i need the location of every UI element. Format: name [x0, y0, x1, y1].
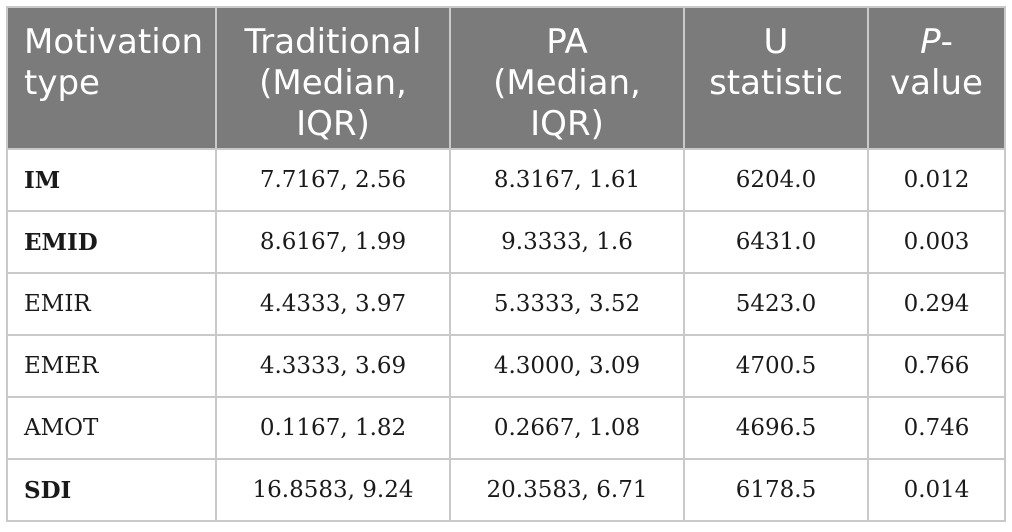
header-line: value: [890, 63, 983, 103]
cell-u-statistic: 4696.5: [683, 396, 869, 460]
header-p-value: P- value: [867, 6, 1006, 150]
table-row: AMOT 0.1167, 1.82 0.2667, 1.08 4696.5 0.746: [6, 396, 1006, 460]
header-line: U: [763, 22, 789, 62]
table-row: EMID 8.6167, 1.99 9.3333, 1.6 6431.0 0.003: [6, 210, 1006, 274]
cell-pa: 8.3167, 1.61: [449, 148, 685, 212]
header-line: (Median,: [259, 63, 407, 103]
cell-p-value: 0.012: [867, 148, 1006, 212]
cell-p-value: 0.014: [867, 458, 1006, 522]
header-line: type: [24, 63, 100, 103]
cell-motivation-type: EMID: [6, 210, 217, 274]
cell-p-value: 0.294: [867, 272, 1006, 336]
cell-pa: 0.2667, 1.08: [449, 396, 685, 460]
header-row: Motivation type Traditional (Median, IQR…: [6, 6, 1006, 150]
header-line: IQR): [530, 104, 604, 144]
table-row: EMIR 4.4333, 3.97 5.3333, 3.52 5423.0 0.294: [6, 272, 1006, 336]
header-line: IQR): [296, 104, 370, 144]
header-line: PA: [546, 22, 588, 62]
cell-traditional: 8.6167, 1.99: [215, 210, 451, 274]
table-body: IM 7.7167, 2.56 8.3167, 1.61 6204.0 0.012 EMI…: [6, 148, 1006, 522]
header-motivation-type: Motivation type: [6, 6, 217, 150]
cell-motivation-type: EMIR: [6, 272, 217, 336]
table-row: IM 7.7167, 2.56 8.3167, 1.61 6204.0 0.012: [6, 148, 1006, 212]
cell-p-value: 0.766: [867, 334, 1006, 398]
table-row: SDI 16.8583, 9.24 20.3583, 6.71 6178.5 0.014: [6, 458, 1006, 522]
results-table-container: Motivation type Traditional (Median, IQR…: [6, 6, 1006, 524]
cell-motivation-type: EMER: [6, 334, 217, 398]
header-line: Motivation: [24, 22, 203, 62]
header-u-statistic: U statistic: [683, 6, 869, 150]
cell-motivation-type: AMOT: [6, 396, 217, 460]
header-p-italic: P: [920, 22, 941, 62]
cell-u-statistic: 6178.5: [683, 458, 869, 522]
cell-traditional: 16.8583, 9.24: [215, 458, 451, 522]
header-pa: PA (Median, IQR): [449, 6, 685, 150]
cell-traditional: 0.1167, 1.82: [215, 396, 451, 460]
cell-u-statistic: 6431.0: [683, 210, 869, 274]
cell-u-statistic: 6204.0: [683, 148, 869, 212]
cell-p-value: 0.003: [867, 210, 1006, 274]
header-line: statistic: [709, 63, 843, 103]
cell-traditional: 4.4333, 3.97: [215, 272, 451, 336]
cell-u-statistic: 5423.0: [683, 272, 869, 336]
header-line: Traditional: [244, 22, 422, 62]
cell-traditional: 7.7167, 2.56: [215, 148, 451, 212]
cell-pa: 20.3583, 6.71: [449, 458, 685, 522]
results-table: Motivation type Traditional (Median, IQR…: [6, 6, 1006, 522]
header-traditional: Traditional (Median, IQR): [215, 6, 451, 150]
table-row: EMER 4.3333, 3.69 4.3000, 3.09 4700.5 0.766: [6, 334, 1006, 398]
header-line: (Median,: [493, 63, 641, 103]
header-line: -: [940, 22, 953, 62]
cell-pa: 5.3333, 3.52: [449, 272, 685, 336]
cell-motivation-type: SDI: [6, 458, 217, 522]
cell-traditional: 4.3333, 3.69: [215, 334, 451, 398]
cell-pa: 4.3000, 3.09: [449, 334, 685, 398]
cell-u-statistic: 4700.5: [683, 334, 869, 398]
cell-pa: 9.3333, 1.6: [449, 210, 685, 274]
cell-motivation-type: IM: [6, 148, 217, 212]
cell-p-value: 0.746: [867, 396, 1006, 460]
